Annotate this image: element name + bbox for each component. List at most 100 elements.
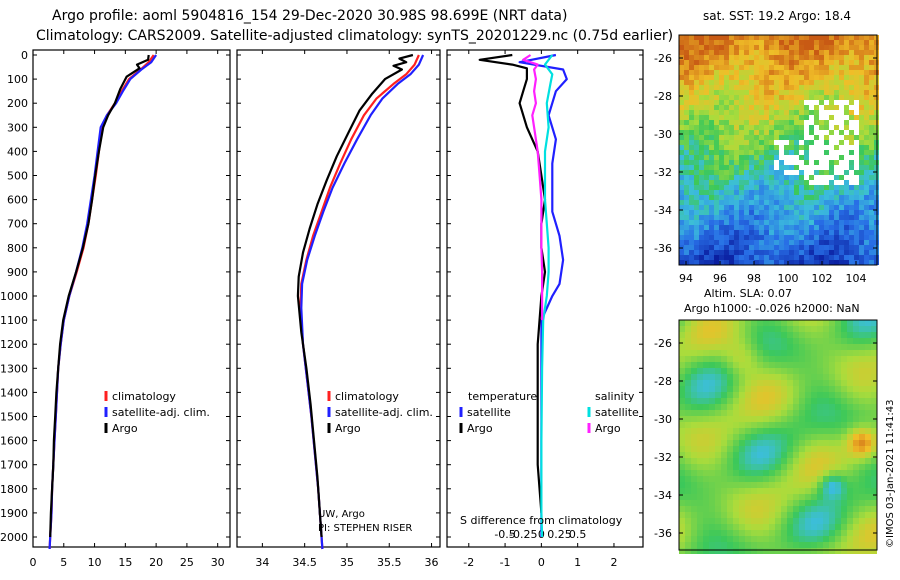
sla-cell <box>697 392 703 398</box>
sla-cell <box>805 470 811 476</box>
sst-cell <box>719 100 724 105</box>
sla-cell <box>715 482 721 488</box>
sla-cell <box>679 488 685 494</box>
sla-cell <box>757 380 763 386</box>
sst-cell <box>824 190 829 195</box>
sla-cell <box>703 440 709 446</box>
sst-cell <box>709 85 714 90</box>
sla-cell <box>793 404 799 410</box>
sst-cell <box>694 60 699 65</box>
sst-cell <box>849 165 854 170</box>
sst-cell <box>769 95 774 100</box>
sst-cell <box>854 155 859 160</box>
sst-cell <box>859 235 864 240</box>
sla-cell <box>715 386 721 392</box>
sla-cell <box>727 452 733 458</box>
sla-cell <box>787 446 793 452</box>
sst-cell <box>819 120 824 125</box>
sst-cell <box>714 55 719 60</box>
sla-cell <box>763 434 769 440</box>
sst-cell <box>734 40 739 45</box>
sst-cell <box>739 140 744 145</box>
sla-cell <box>787 326 793 332</box>
series-line-argo <box>296 53 414 538</box>
sst-cell <box>869 65 874 70</box>
sla-cell <box>763 410 769 416</box>
sla-cell <box>685 482 691 488</box>
sla-cell <box>805 446 811 452</box>
sst-cell <box>859 100 864 105</box>
sst-cell <box>834 90 839 95</box>
sst-cell <box>784 105 789 110</box>
sst-cell <box>854 250 859 255</box>
sst-cell <box>809 135 814 140</box>
sst-cell <box>709 180 714 185</box>
sst-cell <box>704 160 709 165</box>
sst-cell <box>769 240 774 245</box>
sst-cell <box>699 240 704 245</box>
sla-cell <box>751 470 757 476</box>
sst-cell <box>719 70 724 75</box>
sla-cell <box>721 524 727 530</box>
sla-cell <box>685 398 691 404</box>
legend-label-sal-argo: Argo <box>595 422 621 435</box>
sst-cell <box>724 70 729 75</box>
sst-cell <box>744 65 749 70</box>
sst-cell <box>869 205 874 210</box>
sla-cell <box>853 482 859 488</box>
sla-cell <box>709 350 715 356</box>
sla-cell <box>817 356 823 362</box>
sst-cell <box>804 80 809 85</box>
sla-cell <box>751 500 757 506</box>
sst-cell <box>749 250 754 255</box>
sst-cell <box>734 230 739 235</box>
sst-cell <box>719 175 724 180</box>
sla-cell <box>721 320 727 326</box>
sst-cell <box>809 60 814 65</box>
sst-cell <box>764 45 769 50</box>
sst-cell <box>689 55 694 60</box>
sst-cell <box>814 190 819 195</box>
sst-cell <box>794 175 799 180</box>
sst-cell <box>694 245 699 250</box>
sst-cell <box>729 85 734 90</box>
sst-cell <box>769 40 774 45</box>
sla-cell <box>769 434 775 440</box>
sst-cell <box>819 210 824 215</box>
sst-cell <box>869 50 874 55</box>
sla-cell <box>697 422 703 428</box>
sla-cell <box>679 320 685 326</box>
sst-cell <box>814 40 819 45</box>
sla-cell <box>841 500 847 506</box>
sla-cell <box>847 482 853 488</box>
sla-cell <box>787 350 793 356</box>
sst-cell <box>744 250 749 255</box>
sst-cell <box>694 250 699 255</box>
sst-cell <box>844 100 849 105</box>
sst-cell <box>769 205 774 210</box>
sst-cell <box>714 145 719 150</box>
x-top-tick-label: 0.25 <box>547 528 572 541</box>
sst-cell <box>819 145 824 150</box>
sst-cell <box>754 220 759 225</box>
sla-cell <box>745 332 751 338</box>
sla-cell <box>751 404 757 410</box>
sst-cell <box>734 70 739 75</box>
sla-cell <box>703 524 709 530</box>
sla-cell <box>805 368 811 374</box>
sla-cell <box>709 434 715 440</box>
sst-cell <box>679 235 684 240</box>
sla-cell <box>769 440 775 446</box>
sst-cell <box>814 145 819 150</box>
sst-cell <box>834 65 839 70</box>
sla-cell <box>751 422 757 428</box>
sst-cell <box>814 80 819 85</box>
sla-cell <box>859 428 865 434</box>
sla-cell <box>829 368 835 374</box>
sst-cell <box>784 190 789 195</box>
sla-cell <box>805 422 811 428</box>
sst-cell <box>699 210 704 215</box>
sla-cell <box>835 356 841 362</box>
sst-cell <box>704 60 709 65</box>
